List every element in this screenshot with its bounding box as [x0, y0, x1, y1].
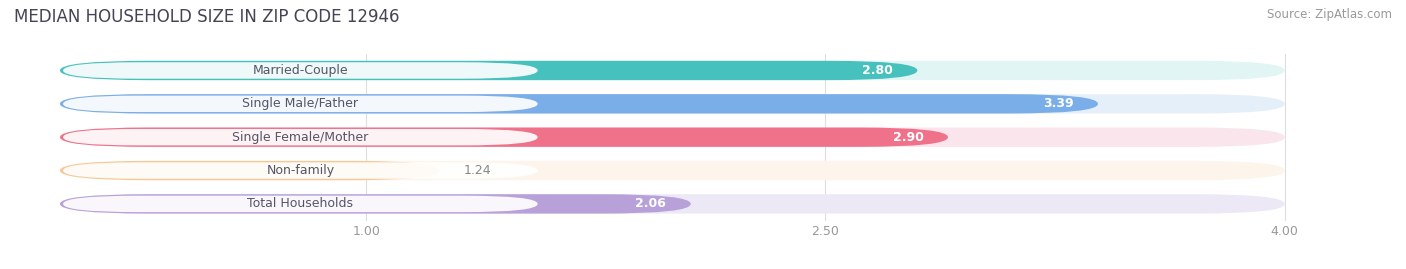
Text: MEDIAN HOUSEHOLD SIZE IN ZIP CODE 12946: MEDIAN HOUSEHOLD SIZE IN ZIP CODE 12946: [14, 8, 399, 26]
Text: Non-family: Non-family: [266, 164, 335, 177]
FancyBboxPatch shape: [63, 196, 537, 212]
Text: Single Male/Father: Single Male/Father: [242, 97, 359, 110]
Text: Married-Couple: Married-Couple: [253, 64, 349, 77]
Text: Total Households: Total Households: [247, 197, 353, 210]
FancyBboxPatch shape: [60, 61, 917, 80]
Text: 2.90: 2.90: [893, 131, 924, 144]
FancyBboxPatch shape: [60, 161, 1285, 180]
FancyBboxPatch shape: [60, 161, 440, 180]
Text: 2.80: 2.80: [862, 64, 893, 77]
Text: Single Female/Mother: Single Female/Mother: [232, 131, 368, 144]
FancyBboxPatch shape: [60, 194, 1285, 214]
FancyBboxPatch shape: [63, 62, 537, 79]
FancyBboxPatch shape: [63, 162, 537, 179]
FancyBboxPatch shape: [60, 128, 1285, 147]
Text: 1.24: 1.24: [464, 164, 492, 177]
FancyBboxPatch shape: [60, 128, 948, 147]
Text: Source: ZipAtlas.com: Source: ZipAtlas.com: [1267, 8, 1392, 21]
FancyBboxPatch shape: [60, 61, 1285, 80]
FancyBboxPatch shape: [63, 129, 537, 146]
Text: 2.06: 2.06: [636, 197, 666, 210]
FancyBboxPatch shape: [60, 94, 1098, 114]
Text: 3.39: 3.39: [1043, 97, 1074, 110]
FancyBboxPatch shape: [63, 95, 537, 112]
FancyBboxPatch shape: [60, 94, 1285, 114]
FancyBboxPatch shape: [60, 194, 690, 214]
